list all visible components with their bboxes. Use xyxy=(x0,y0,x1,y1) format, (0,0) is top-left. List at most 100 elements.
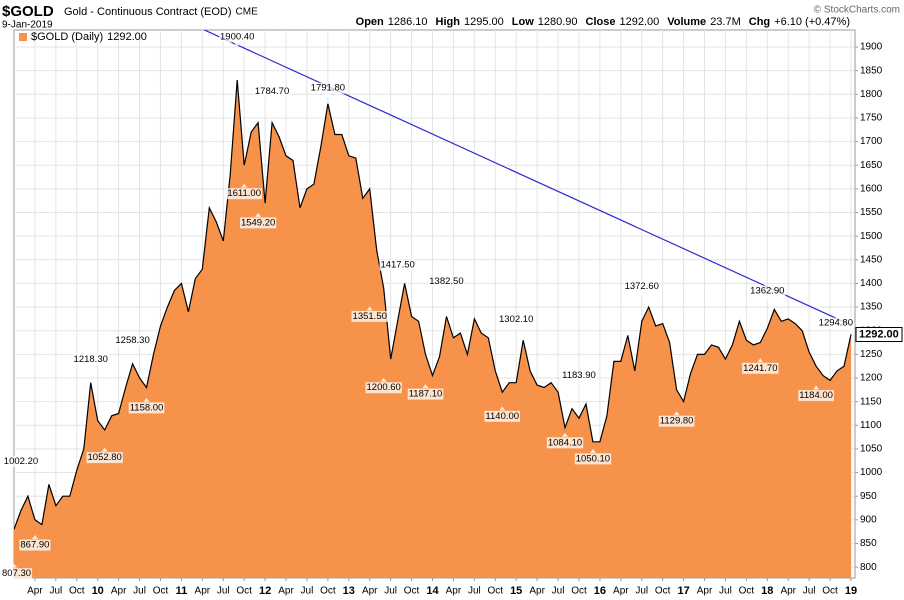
annotation-marker xyxy=(422,384,429,389)
x-tick-label: Jul xyxy=(301,586,314,597)
x-tick-label: 11 xyxy=(176,585,188,597)
annotation-bg xyxy=(428,276,465,288)
annotation-label: 1791.80 xyxy=(311,83,345,94)
annotation-marker xyxy=(129,346,136,351)
x-tick-label: 10 xyxy=(92,585,104,597)
annotation-bg xyxy=(19,539,51,551)
y-tick-label: 1500 xyxy=(860,231,883,242)
x-tick-label: 12 xyxy=(259,585,271,597)
annotation-marker xyxy=(87,365,94,370)
x-tick-label: Apr xyxy=(697,586,713,597)
annotation-label: 867.90 xyxy=(20,540,49,551)
annotation-label: 1351.50 xyxy=(353,311,387,322)
y-tick-label: 1850 xyxy=(860,65,883,76)
annotation-marker xyxy=(499,406,506,411)
x-tick-label: Apr xyxy=(195,586,211,597)
x-tick-label: Apr xyxy=(27,586,43,597)
annotation-marker xyxy=(101,447,108,452)
stat-value: 1280.90 xyxy=(538,16,578,28)
annotation-bg xyxy=(226,188,262,200)
y-tick-label: 1150 xyxy=(860,396,882,407)
y-tick-label: 1750 xyxy=(860,113,883,124)
x-tick-label: 13 xyxy=(343,585,355,597)
annotation-bg xyxy=(2,456,40,468)
annotation-bg xyxy=(574,453,612,465)
annotation-bg xyxy=(749,285,786,297)
stat-value: 23.7M xyxy=(710,16,741,28)
annotation-marker xyxy=(11,563,17,568)
x-tick-label: Apr xyxy=(111,586,127,597)
x-tick-label: Oct xyxy=(571,586,587,597)
annotation-label: 1362.90 xyxy=(750,285,784,296)
x-tick-label: Oct xyxy=(739,586,755,597)
x-tick-label: Jul xyxy=(468,586,481,597)
y-tick-label: 1100 xyxy=(860,420,882,431)
x-tick-label: Jul xyxy=(133,586,146,597)
x-tick-label: Jul xyxy=(49,586,62,597)
y-tick-label: 1200 xyxy=(860,373,883,384)
annotation-bg xyxy=(351,310,388,322)
annotation-label: 1784.70 xyxy=(255,86,289,97)
y-tick-label: 1700 xyxy=(860,136,883,147)
annotation-bg xyxy=(72,353,109,365)
trendline xyxy=(202,30,852,326)
y-tick-label: 1650 xyxy=(860,160,883,171)
stat-label: Chg xyxy=(749,16,770,28)
y-tick-label: 1550 xyxy=(860,207,883,218)
annotation-bg xyxy=(309,82,347,94)
annotation-bg xyxy=(407,388,444,400)
annotation-bg xyxy=(798,390,834,402)
x-tick-label: Oct xyxy=(487,586,503,597)
annotation-bg xyxy=(365,382,402,394)
stat-value: +6.10 (+0.47%) xyxy=(774,16,850,28)
annotation-bg xyxy=(658,415,695,427)
y-tick-label: 1800 xyxy=(860,89,883,100)
legend-swatch xyxy=(19,33,27,41)
annotation-label: 1158.00 xyxy=(130,402,164,413)
annotation-bg xyxy=(817,317,854,329)
x-tick-label: Oct xyxy=(655,586,671,597)
x-tick-label: 14 xyxy=(426,585,439,597)
symbol: $GOLD xyxy=(2,3,54,20)
x-tick-label: Oct xyxy=(236,586,252,597)
annotation-marker xyxy=(394,271,401,276)
annotation-label: 1187.10 xyxy=(409,389,443,400)
x-tick-label: 15 xyxy=(510,585,522,597)
stat-label: High xyxy=(436,16,461,28)
stat-value: 1295.00 xyxy=(464,16,504,28)
x-tick-label: Oct xyxy=(153,586,169,597)
x-tick-label: Apr xyxy=(529,586,545,597)
annotation-bg xyxy=(219,31,256,43)
annotation-marker xyxy=(562,432,569,437)
annotation-marker xyxy=(324,94,331,99)
annotation-label: 1218.30 xyxy=(74,354,108,365)
price-line xyxy=(14,80,852,530)
annotation-marker xyxy=(443,287,450,292)
credit: © StockCharts.com xyxy=(814,5,900,16)
annotation-bg xyxy=(484,410,521,422)
stat-value: 1292.00 xyxy=(620,16,660,28)
x-tick-label: Oct xyxy=(320,586,336,597)
annotation-marker xyxy=(589,448,596,453)
area xyxy=(14,80,851,578)
y-tick-label: 950 xyxy=(860,491,877,502)
annotation-bg xyxy=(561,370,597,382)
annotation-label: 1129.80 xyxy=(660,416,694,427)
annotation-label: 1258.30 xyxy=(115,335,149,346)
annotation-label: 807.30 xyxy=(2,568,31,579)
annotation-marker xyxy=(31,535,38,540)
annotation-marker xyxy=(380,377,387,382)
annotation-label: 1900.40 xyxy=(220,31,254,42)
annotation-marker xyxy=(848,329,854,334)
annotation-marker xyxy=(17,467,24,472)
y-tick-label: 800 xyxy=(860,562,877,573)
x-tick-label: Apr xyxy=(780,586,796,597)
stat-label: Volume xyxy=(667,16,706,28)
y-tick-label: 1250 xyxy=(860,349,883,360)
x-tick-label: Apr xyxy=(278,586,294,597)
x-tick-label: Oct xyxy=(69,586,85,597)
annotation-label: 1302.10 xyxy=(499,314,533,325)
annotation-bg xyxy=(86,452,123,464)
x-tick-label: 19 xyxy=(845,585,857,597)
chart-title: Gold - Continuous Contract (EOD) xyxy=(64,6,232,18)
